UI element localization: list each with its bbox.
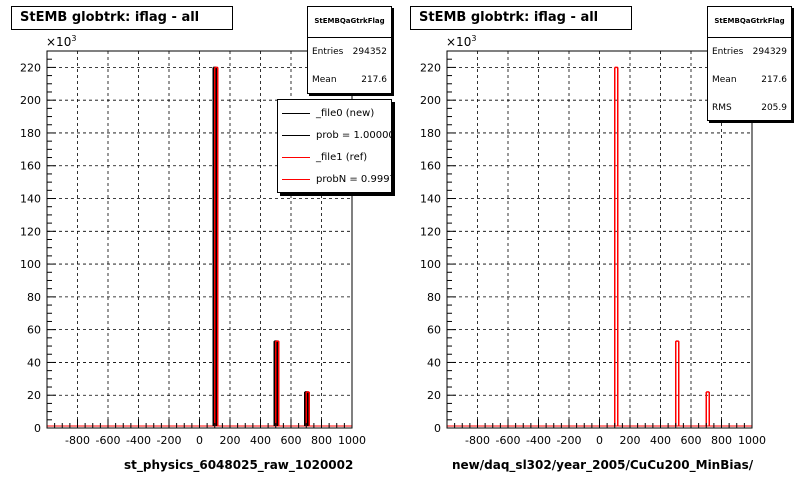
legend-item-probn: probN = 0.99971	[278, 168, 391, 190]
legend-item-prob: prob = 1.000000	[278, 124, 391, 146]
left-chart-title: StEMB globtrk: iflag - all	[11, 6, 233, 30]
legend-item-file1: _file1 (ref)	[278, 146, 391, 168]
left-x-tick-label: 600	[281, 434, 302, 447]
right-y-tick-label: 160	[420, 160, 441, 173]
right-x-tick-label: 200	[620, 434, 641, 447]
left-y-tick-label: 180	[20, 127, 41, 140]
right-y-tick-label: 80	[427, 291, 441, 304]
left-y-tick-label: 0	[34, 422, 41, 435]
left-stats-entries: Entries 294352	[312, 47, 387, 57]
left-y-tick-label: 80	[27, 291, 41, 304]
right-stats-entries: Entries 294329	[712, 47, 787, 57]
right-stats-name: StEMBQaGtrkFlag	[708, 7, 791, 38]
right-stats-rms: RMS 205.9	[712, 103, 787, 113]
right-y-tick-label: 140	[420, 193, 441, 206]
right-x-tick-label: 0	[596, 434, 603, 447]
left-chart-title-text: StEMB globtrk: iflag - all	[20, 10, 200, 25]
left-y-tick-label: 100	[20, 258, 41, 271]
left-x-tick-label: -600	[96, 434, 121, 447]
legend-swatch-black	[282, 112, 310, 114]
right-x-tick-label: -800	[465, 434, 490, 447]
right-y-tick-label: 200	[420, 94, 441, 107]
right-x-tick-label: 600	[681, 434, 702, 447]
right-x-tick-label: -600	[496, 434, 521, 447]
right-stats-box: StEMBQaGtrkFlag Entries 294329 Mean 217.6 …	[707, 6, 792, 121]
left-y-tick-label: 60	[27, 324, 41, 337]
left-y-tick-label: 220	[20, 61, 41, 74]
left-x-tick-label: 0	[196, 434, 203, 447]
legend-swatch-red	[282, 156, 310, 158]
left-x-axis-label: st_physics_6048025_raw_1020002	[124, 458, 354, 472]
left-y-tick-label: 200	[20, 94, 41, 107]
right-chart-title: StEMB globtrk: iflag - all	[410, 6, 632, 30]
legend-swatch-red	[282, 178, 310, 180]
right-y-tick-label: 100	[420, 258, 441, 271]
legend-swatch-black	[282, 134, 310, 136]
right-x-axis-label: new/daq_sl302/year_2005/CuCu200_MinBias/	[452, 458, 754, 472]
right-y-multiplier: ×103	[446, 34, 477, 49]
right-x-tick-label: -200	[557, 434, 582, 447]
left-y-tick-label: 160	[20, 160, 41, 173]
left-x-tick-label: -200	[157, 434, 182, 447]
left-y-tick-label: 40	[27, 356, 41, 369]
right-y-tick-label: 0	[434, 422, 441, 435]
left-stats-name: StEMBQaGtrkFlag	[308, 7, 391, 38]
left-x-tick-label: 200	[220, 434, 241, 447]
left-stats-box: StEMBQaGtrkFlag Entries 294352 Mean 217.6	[307, 6, 392, 94]
right-y-tick-label: 120	[420, 225, 441, 238]
left-x-tick-label: 400	[250, 434, 271, 447]
right-y-tick-label: 180	[420, 127, 441, 140]
legend-item-file0: _file0 (new)	[278, 102, 391, 124]
right-y-tick-label: 220	[420, 61, 441, 74]
left-x-tick-label: 1000	[338, 434, 366, 447]
left-stats-mean: Mean 217.6	[312, 75, 387, 85]
right-x-tick-label: -400	[526, 434, 551, 447]
left-x-tick-label: -800	[65, 434, 90, 447]
right-x-tick-label: 800	[711, 434, 732, 447]
left-legend: _file0 (new) prob = 1.000000 _file1 (ref…	[277, 99, 392, 193]
right-stats-mean: Mean 217.6	[712, 75, 787, 85]
left-y-tick-label: 140	[20, 193, 41, 206]
left-x-tick-label: -400	[126, 434, 151, 447]
right-x-tick-label: 400	[650, 434, 671, 447]
right-y-tick-label: 40	[427, 356, 441, 369]
right-y-tick-label: 60	[427, 324, 441, 337]
left-x-tick-label: 800	[311, 434, 332, 447]
right-y-tick-label: 20	[427, 389, 441, 402]
left-y-tick-label: 20	[27, 389, 41, 402]
right-x-tick-label: 1000	[738, 434, 766, 447]
right-chart-title-text: StEMB globtrk: iflag - all	[419, 10, 599, 25]
left-y-multiplier: ×103	[46, 34, 77, 49]
left-y-tick-label: 120	[20, 225, 41, 238]
